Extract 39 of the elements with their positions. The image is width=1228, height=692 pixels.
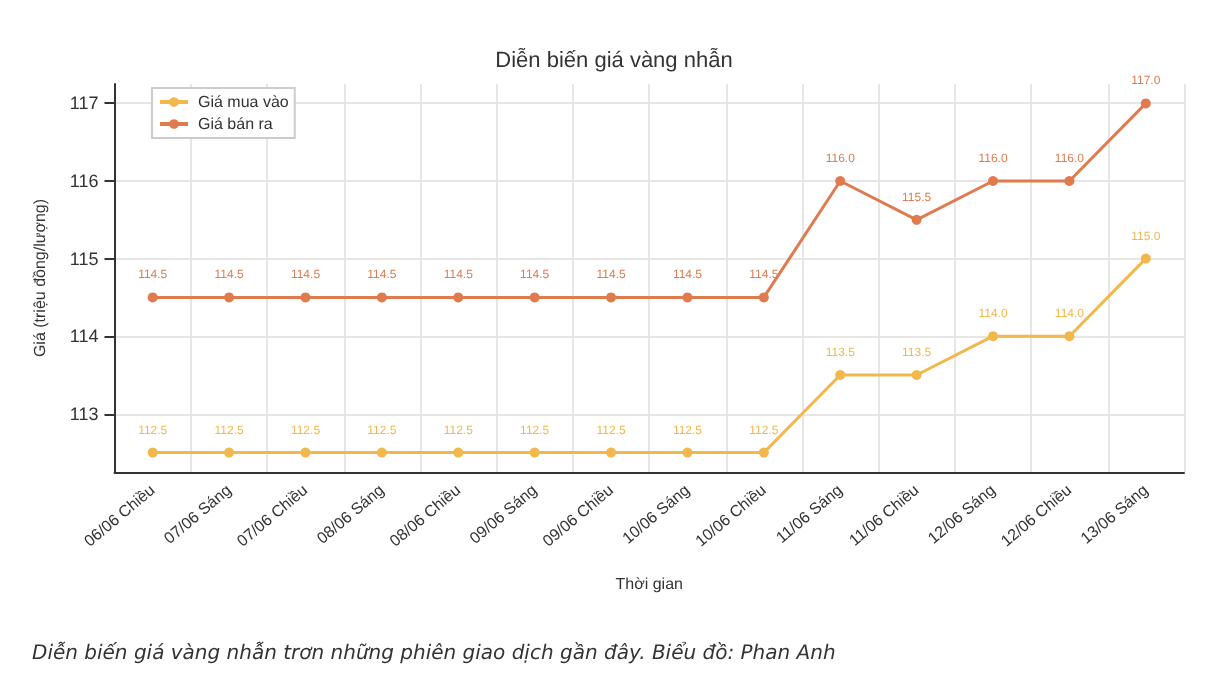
y-tick-label: 114	[69, 326, 99, 347]
legend-label: Giá bán ra	[198, 115, 274, 133]
text: Diễn biến giá vàng nhẫn trơn những phiên giao dịch gần đây. Biểu đồ: Phan Anh	[32, 641, 836, 665]
point	[835, 370, 846, 380]
point	[453, 447, 464, 458]
x-axis-title: Thời gian	[615, 575, 683, 593]
point	[1140, 98, 1151, 109]
point	[300, 447, 311, 458]
point	[682, 447, 693, 458]
point	[376, 292, 387, 303]
point	[376, 447, 387, 458]
point	[529, 292, 540, 303]
point	[835, 176, 846, 186]
point	[147, 447, 158, 458]
point	[1064, 176, 1075, 186]
point	[911, 214, 922, 225]
point	[1064, 331, 1075, 342]
y-tick-label: 117	[69, 93, 99, 114]
y-axis-title: Giá (triệu đồng/lượng)	[31, 198, 49, 358]
point	[682, 292, 693, 303]
point	[988, 331, 999, 342]
legend-label: Giá mua vào	[198, 93, 290, 111]
point	[606, 292, 617, 303]
y-tick-label: 116	[69, 171, 99, 191]
point	[300, 292, 311, 303]
point	[988, 176, 999, 186]
point	[1140, 253, 1151, 264]
point	[758, 292, 769, 303]
chart-title: Diễn biến giá vàng nhẫn	[495, 47, 733, 73]
y-tick-label: 115	[69, 248, 99, 269]
point	[758, 447, 769, 458]
point	[911, 370, 922, 380]
y-tick-label: 113	[69, 403, 99, 424]
point	[529, 447, 540, 458]
point	[224, 447, 235, 458]
point	[224, 292, 235, 303]
point	[453, 292, 464, 303]
point	[147, 292, 158, 303]
point	[606, 447, 617, 458]
